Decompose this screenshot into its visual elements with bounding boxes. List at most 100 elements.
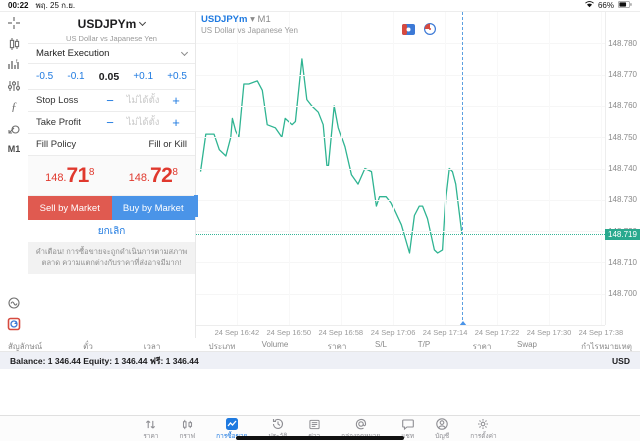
chevron-down-icon [180,48,189,56]
column-header: Volume [261,340,289,349]
tab-account[interactable]: บัญชี [435,418,449,441]
quick-trade-icon[interactable] [0,292,28,313]
tab-trade[interactable]: การซื้อขาย [216,418,247,441]
time-tick-label: 24 Sep 17:22 [474,328,520,337]
gridline [196,137,605,139]
tab-label: กราฟ [179,433,196,440]
price-tick-label: 148.780 [608,38,637,48]
stop-loss-minus-button[interactable]: − [106,93,114,108]
tab-chart[interactable]: กราฟ [179,418,195,441]
volume-dec-large-button[interactable]: -0.5 [36,71,54,82]
column-header: T/P [417,340,431,349]
order-symbol-header[interactable]: USDJPYm US Dollar vs Japanese Yen [28,12,195,44]
time-tick-label: 24 Sep 17:30 [526,328,572,337]
sell-price: 148. 71 8 [45,163,95,187]
tab-chat[interactable]: แชท [401,418,414,441]
chart-plot[interactable] [196,12,605,325]
volume-inc-small-button[interactable]: +0.1 [133,71,154,82]
sync-icon[interactable] [0,313,28,334]
time-cursor-line[interactable] [458,12,467,325]
chart-header: USDJPYm ▾ M1 US Dollar vs Japanese Yen [201,14,298,35]
time-tick-label: 24 Sep 16:50 [266,328,312,337]
chart-badge-icon[interactable] [402,22,415,40]
fill-policy-value: Fill or Kill [148,139,187,150]
execution-warning: คำเตือน! การซื้อขายจะถูกดำเนินการตามสภาพ… [28,242,195,274]
gridline [196,43,605,45]
column-header: กำไร [581,342,599,351]
tab-label: การซื้อขาย [216,433,248,440]
buy-button[interactable]: Buy by Market [111,196,195,220]
account-currency: USD [612,355,630,366]
tab-settings[interactable]: การตั้งค่า [470,418,497,441]
gridline [549,12,550,325]
status-bar: 00:22 พฤ. 25 ก.ย. 66% [0,0,640,12]
battery-percent: 66% [597,1,614,10]
order-type-selector[interactable]: Market Execution [28,44,195,64]
take-profit-row: Take Profit − ไม่ได้ตั้ง + [28,112,195,134]
time-tick-label: 24 Sep 16:42 [214,328,260,337]
sell-button[interactable]: Sell by Market [28,196,112,220]
battery-icon [618,1,632,10]
bid-ask-prices: 148. 71 8 148. 72 8 [28,156,195,196]
price-line [199,58,463,254]
settings-icon [477,418,489,430]
current-price-badge: 148.719 [605,228,640,240]
column-header: สัญลักษณ์ [8,342,43,351]
gridline [196,231,605,233]
tab-quotes[interactable]: ราคา [143,418,158,441]
svg-text:f: f [16,59,18,65]
time-axis: 24 Sep 16:42 24 Sep 16:50 24 Sep 16:58 24 S… [196,325,623,338]
take-profit-value[interactable]: ไม่ได้ตั้ง [126,117,160,128]
price-tick-label: 148.740 [608,164,637,173]
chart-symbol[interactable]: USDJPYm [201,14,248,25]
fill-policy-row[interactable]: Fill Policy Fill or Kill [28,134,195,156]
gridline [288,12,290,325]
price-tick-label: 148.750 [608,132,637,142]
volume-value[interactable]: 0.05 [98,70,120,83]
sliders-icon[interactable] [0,75,28,96]
take-profit-label: Take Profit [36,117,81,128]
order-symbol: USDJPYm [77,17,137,31]
price-tick-label: 148.770 [608,70,637,80]
home-indicator[interactable] [236,436,404,440]
function-icon[interactable]: ƒ [11,99,17,113]
order-panel: USDJPYm US Dollar vs Japanese Yen Market… [28,12,196,338]
stop-loss-value[interactable]: ไม่ได้ตั้ง [126,95,160,106]
chart-area: USDJPYm ▾ M1 US Dollar vs Japanese Yen 1… [194,12,640,338]
gridline [393,12,395,325]
current-price-line [196,234,605,236]
indicators-icon[interactable]: f [0,54,28,75]
quotes-icon [145,418,156,430]
gridline [600,12,602,325]
order-type-value: Market Execution [36,48,110,59]
gridline [196,74,605,76]
trade-table-header: สัญลักษณ์ ตั๋ว เวลา ประเภท Volume ราคา S/L T/P ร… [0,338,640,352]
stop-loss-row: Stop Loss − ไม่ได้ตั้ง + [28,90,195,112]
stop-loss-plus-button[interactable]: + [172,93,180,108]
timeframe-button[interactable]: M1 [7,143,21,154]
volume-dec-small-button[interactable]: -0.1 [67,71,85,82]
column-header: ราคา [327,342,347,351]
volume-inc-large-button[interactable]: +0.5 [167,71,187,82]
panel-chart-divider-handle[interactable] [194,195,198,217]
column-header: ตั๋ว [83,342,93,351]
chart-timeframe: M1 [257,14,271,25]
cancel-button[interactable]: ยกเลิก [97,225,126,237]
tab-label: ราคา [143,433,159,440]
gridline [196,105,605,107]
crosshair-icon[interactable] [0,12,28,33]
price-tick-label: 148.710 [608,257,637,267]
gridline [236,12,238,325]
gridline [445,12,447,325]
take-profit-minus-button[interactable]: − [106,115,114,130]
objects-icon[interactable] [0,117,28,138]
column-header: ประเภท [208,342,236,351]
chart-clock-icon[interactable] [423,22,437,40]
buy-price: 148. 72 8 [128,163,178,187]
candles-icon[interactable] [0,33,28,54]
chart-icon [182,418,193,430]
gridline [196,199,605,201]
chevron-down-icon [139,18,147,27]
take-profit-plus-button[interactable]: + [172,115,180,130]
